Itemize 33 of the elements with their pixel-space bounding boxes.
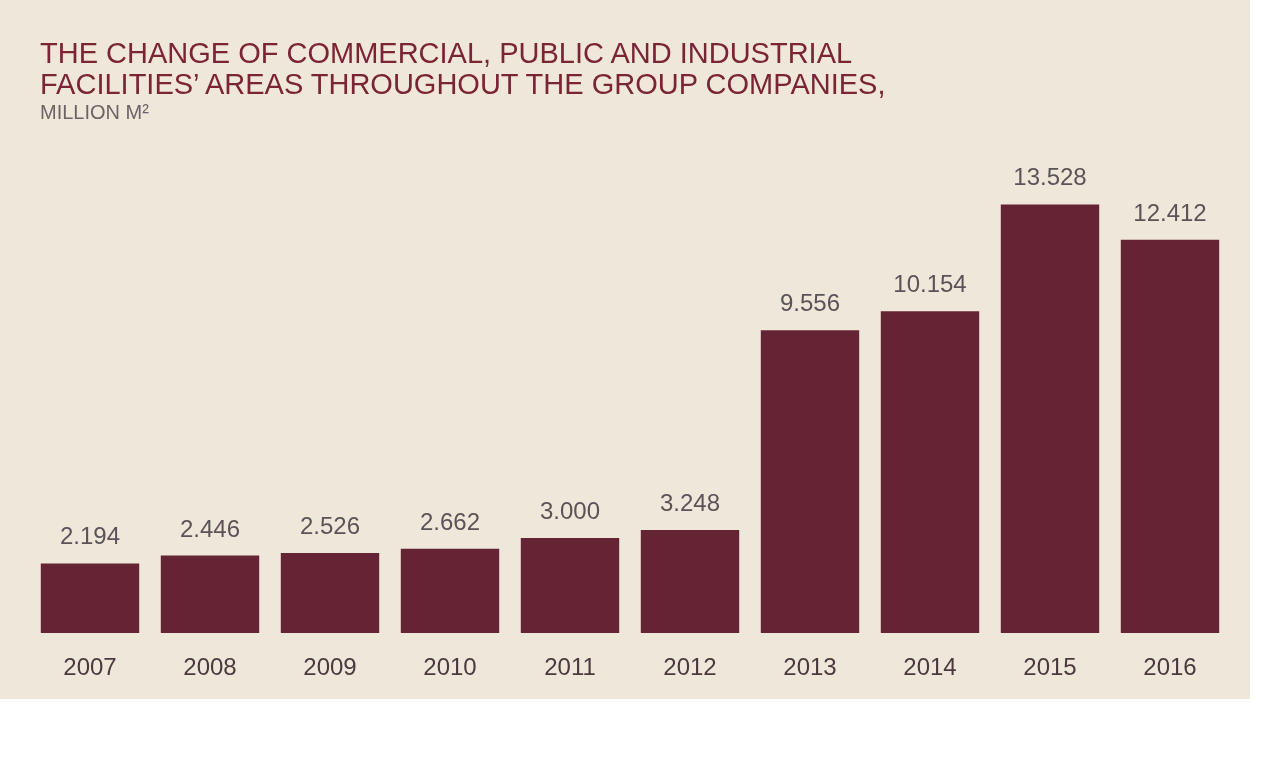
data-label: 9.556: [779, 289, 841, 317]
data-label: 2.446: [179, 514, 241, 542]
data-label: 2.194: [59, 522, 121, 550]
x-tick-label: 2008: [183, 652, 237, 680]
bar: [520, 537, 620, 633]
x-tick-label: 2013: [783, 652, 837, 680]
x-tick-label: 2009: [303, 652, 357, 680]
data-label: 10.154: [893, 270, 967, 298]
bar: [40, 563, 140, 633]
x-tick-label: 2012: [663, 652, 717, 680]
text: FACILITIES’ AREAS THROUGHOUT THE GROUP COMPANIES,: [40, 68, 886, 100]
bar: [160, 555, 260, 633]
bar: [640, 530, 740, 633]
data-label: 2.662: [419, 507, 481, 535]
x-tick-label: 2007: [63, 652, 117, 680]
data-label: 3.248: [659, 489, 721, 517]
bar: [400, 548, 500, 633]
data-label: 2.526: [299, 511, 361, 539]
x-tick-label: 2015: [1023, 652, 1077, 680]
x-tick-label: 2010: [423, 652, 477, 680]
x-tick-label: 2011: [544, 652, 596, 680]
x-tick-label: 2016: [1143, 652, 1197, 680]
bar: [1120, 239, 1220, 633]
chart-subtitle: MILLION M²: [40, 101, 150, 123]
x-tick-label: 2014: [903, 652, 957, 680]
data-label: 12.412: [1133, 198, 1207, 226]
bar: [280, 552, 380, 633]
data-label: 3.000: [539, 496, 601, 524]
text: THE CHANGE OF COMMERCIAL, PUBLIC AND INDUSTRIAL: [40, 37, 853, 69]
bar: [880, 311, 980, 633]
bar: [1000, 204, 1100, 633]
data-label: 13.528: [1013, 163, 1087, 191]
bar: [760, 330, 860, 633]
